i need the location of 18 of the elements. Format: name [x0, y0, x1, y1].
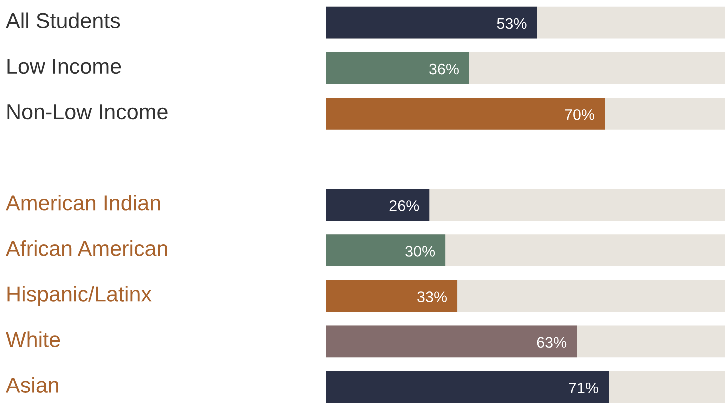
y-tick-label: Non-Low Income: [8, 104, 168, 120]
bar: [326, 234, 446, 266]
data-label: 63%: [537, 337, 567, 348]
y-tick-label: American Indian: [6, 194, 160, 211]
y-tick-label: All Students: [6, 12, 120, 29]
data-label: 26%: [390, 200, 420, 212]
y-tick-label: African American: [6, 240, 168, 256]
y-tick-label: White: [6, 332, 60, 348]
data-label: 30%: [406, 246, 436, 257]
data-label: 71%: [569, 382, 598, 394]
y-tick-label: Low Income: [8, 59, 122, 74]
data-label: 53%: [497, 18, 527, 30]
bar: [326, 280, 458, 312]
data-label: 33%: [418, 292, 448, 302]
data-label: 70%: [565, 109, 594, 120]
data-label: 36%: [430, 64, 459, 75]
y-tick-label: Asian: [6, 377, 58, 393]
y-tick-label: Hispanic/Latinx: [8, 286, 152, 306]
